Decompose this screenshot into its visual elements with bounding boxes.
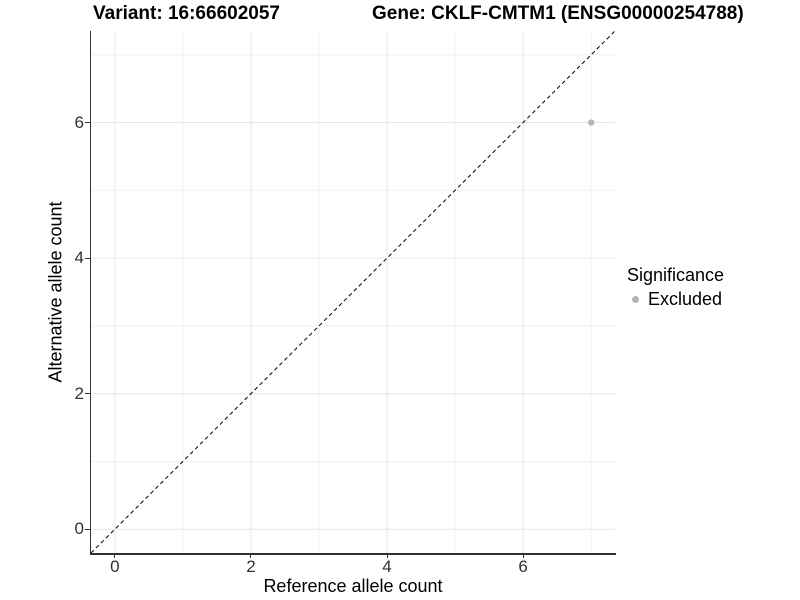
x-tick-label: 6 [518,557,528,576]
legend-item-excluded: Excluded [627,289,724,310]
legend-title: Significance [627,265,725,285]
plot-title-gene: Gene: CKLF-CMTM1 (ENSG00000254788) [372,3,744,24]
y-axis-line [89,31,91,555]
x-tick-label: 4 [382,557,392,576]
plot-panel [90,30,616,554]
legend: Significance Excluded [627,265,724,310]
x-tick-label: 2 [246,557,256,576]
y-tick [85,528,90,530]
y-axis-title: Alternative allele count [45,201,66,383]
identity-line [90,30,616,554]
x-tick [250,553,252,558]
x-tick [522,553,524,558]
data-point [587,119,595,126]
y-tick-label: 0 [74,519,84,539]
y-tick-label: 6 [74,112,84,132]
plot-title-variant: Variant: 16:66602057 [93,3,280,24]
y-tick [85,257,90,259]
x-tick [114,553,116,558]
x-axis-line [89,553,616,555]
y-tick [85,122,90,124]
plot-canvas [90,30,616,554]
y-tick [85,393,90,395]
legend-point-icon [632,296,639,303]
x-axis-title: Reference allele count [263,576,443,596]
x-tick [386,553,388,558]
legend-key [627,291,644,308]
y-tick-label: 2 [74,383,84,403]
y-tick-label: 4 [74,248,84,268]
legend-item-label: Excluded [648,289,723,309]
x-tick-label: 0 [110,557,120,576]
